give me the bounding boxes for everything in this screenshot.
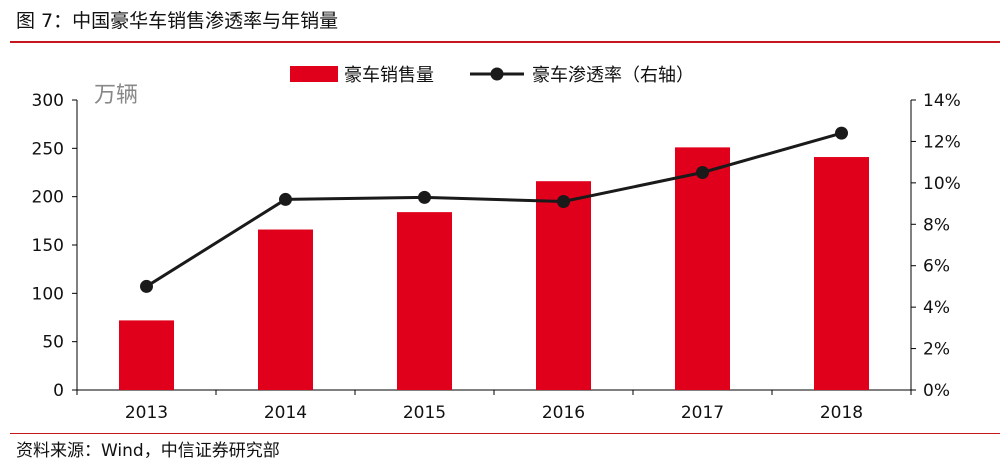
bar-2018 xyxy=(814,157,869,390)
line-series xyxy=(140,126,848,293)
y-left-tick-label: 250 xyxy=(32,139,64,159)
x-tick-label: 2013 xyxy=(125,403,168,423)
y-left-unit-label: 万辆 xyxy=(94,83,138,108)
y-right-tick-label: 14% xyxy=(923,91,961,111)
source-divider xyxy=(10,433,1000,434)
y-right-tick-label: 4% xyxy=(923,298,950,318)
legend-bar-label: 豪车销售量 xyxy=(344,65,434,86)
y-left-tick-label: 0 xyxy=(53,381,64,401)
line-point-2018 xyxy=(835,126,848,140)
x-tick-label: 2015 xyxy=(403,403,446,423)
y-right-tick-label: 8% xyxy=(923,215,950,235)
bar-2015 xyxy=(397,212,452,390)
y-right-tick-label: 12% xyxy=(923,132,961,152)
x-tick-label: 2017 xyxy=(681,403,724,423)
y-right-tick-label: 2% xyxy=(923,340,950,360)
x-tick-label: 2016 xyxy=(542,403,585,423)
source-note: 资料来源：Wind，中信证券研究部 xyxy=(16,441,280,461)
y-left-tick-label: 50 xyxy=(42,333,64,353)
bar-2013 xyxy=(119,320,174,390)
y-right-tick-label: 0% xyxy=(923,381,950,401)
figure-title: 图 7：中国豪华车销售渗透率与年销量 xyxy=(16,10,339,32)
penetration-line xyxy=(145,131,842,288)
legend-bar-swatch xyxy=(290,66,338,82)
x-tick-label: 2014 xyxy=(264,403,307,423)
bar-2017 xyxy=(675,147,730,390)
x-tick-label: 2018 xyxy=(820,403,863,423)
chart-axes: 0 50 100 150 200 250 300 0% 2% 4% 6% 8% 10% 12% 14% 201… xyxy=(32,91,961,423)
title-divider xyxy=(10,41,1000,43)
y-left-tick-label: 300 xyxy=(32,91,64,111)
line-point-2014 xyxy=(279,192,292,206)
y-left-tick-label: 100 xyxy=(32,284,64,304)
chart-legend: 豪车销售量 豪车渗透率（右轴） xyxy=(290,65,694,86)
line-point-2013 xyxy=(140,279,153,293)
bar-2014 xyxy=(258,229,313,390)
legend-line-label: 豪车渗透率（右轴） xyxy=(532,65,694,86)
line-point-2017 xyxy=(696,166,709,179)
bar-series xyxy=(119,147,869,390)
y-right-tick-label: 10% xyxy=(923,174,961,194)
y-right-tick-label: 6% xyxy=(923,257,950,277)
bar-2016 xyxy=(536,181,591,390)
y-left-tick-label: 150 xyxy=(32,236,64,256)
y-left-tick-label: 200 xyxy=(32,188,64,208)
legend-line-marker xyxy=(490,67,504,81)
line-point-2015 xyxy=(418,190,431,204)
line-point-2016 xyxy=(557,195,570,208)
